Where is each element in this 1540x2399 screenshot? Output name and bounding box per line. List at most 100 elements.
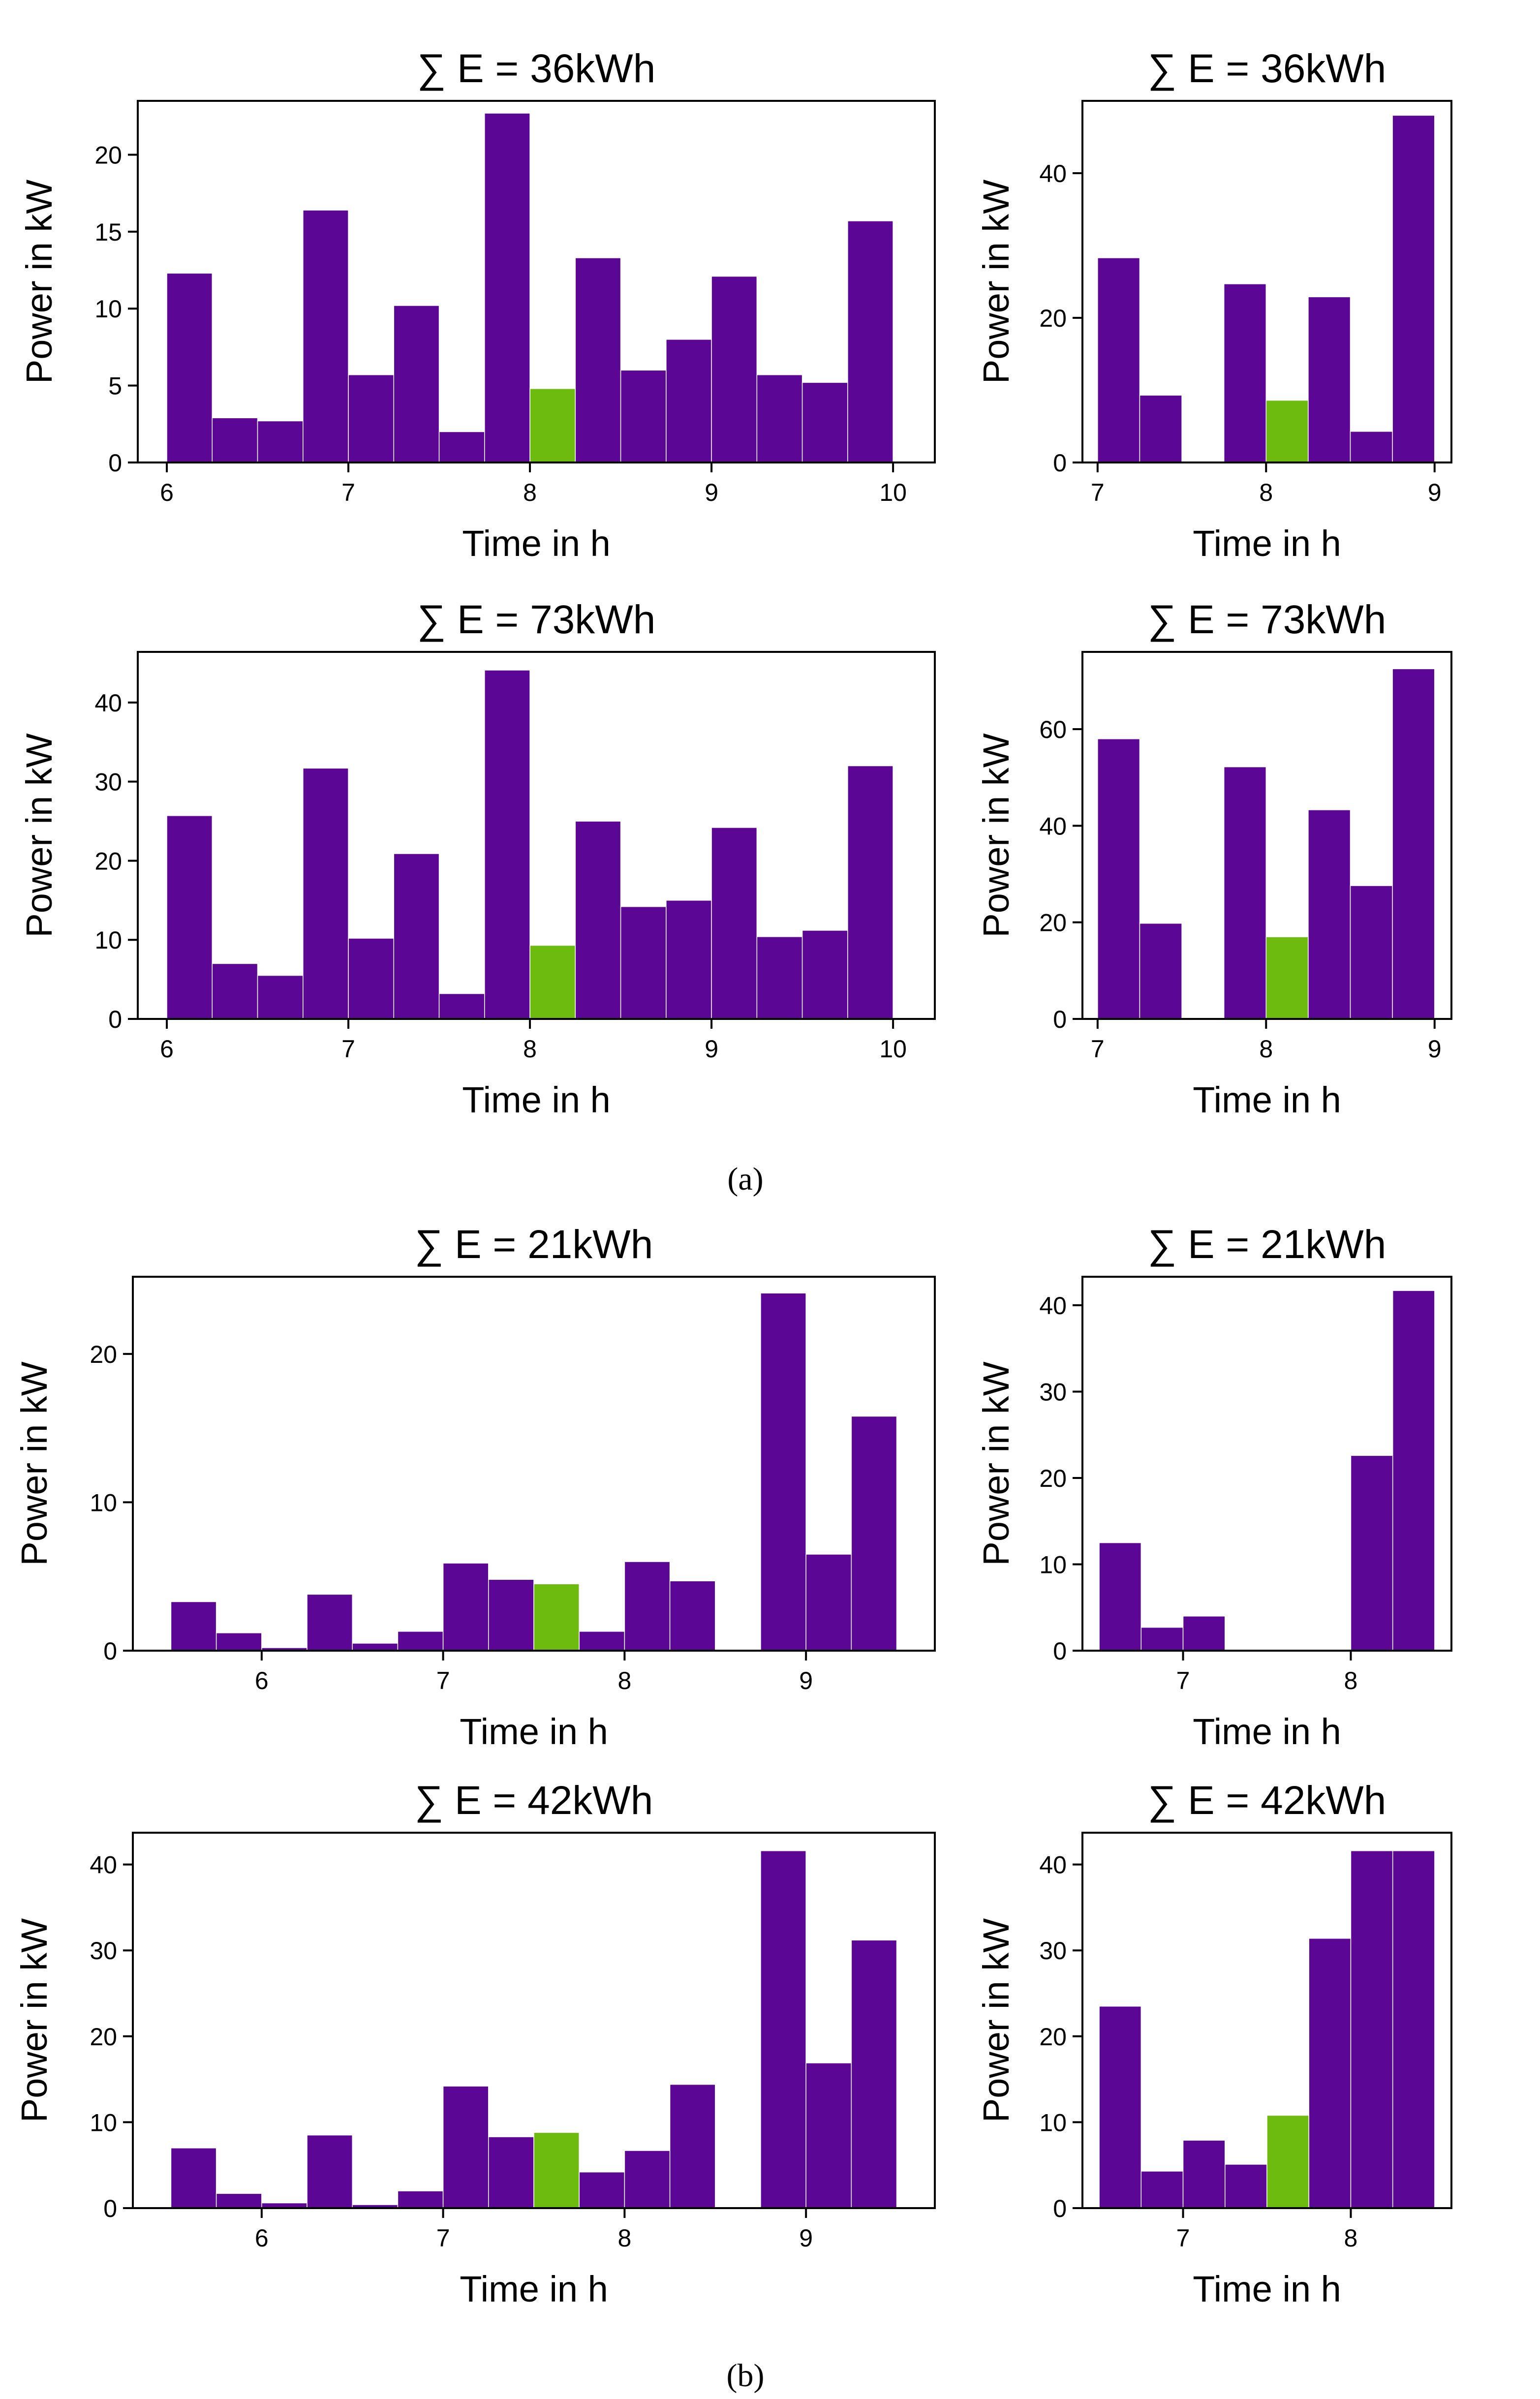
bar <box>851 1939 897 2209</box>
bar <box>352 1643 399 1651</box>
x-tick-label: 7 <box>341 1035 355 1063</box>
x-tick-label: 9 <box>1428 1035 1442 1063</box>
bar <box>533 2132 580 2209</box>
bar <box>212 963 258 1019</box>
bar <box>166 815 213 1019</box>
y-tick-label: 60 <box>1039 716 1067 743</box>
bar <box>438 431 485 463</box>
bar <box>847 765 893 1019</box>
x-tick-label: 7 <box>1091 479 1105 506</box>
x-tick-label: 9 <box>705 479 718 506</box>
plot-frame <box>137 100 936 463</box>
y-axis-label: Power in kW <box>14 1361 55 1566</box>
bar <box>1223 766 1267 1019</box>
bar <box>847 220 893 463</box>
y-tick-label: 20 <box>1039 909 1067 937</box>
y-tick-label: 40 <box>90 1851 117 1879</box>
x-tick-label: 7 <box>1091 1035 1105 1063</box>
bar <box>166 273 213 463</box>
bar <box>533 1583 580 1651</box>
bar <box>529 388 576 463</box>
y-tick-label: 40 <box>1039 1851 1067 1879</box>
bar <box>1139 923 1182 1019</box>
chart-title: ∑ E = 36kWh <box>417 46 656 91</box>
y-tick-label: 30 <box>1039 1378 1067 1406</box>
chart-a-bottom-right: 7 8 9 0 20 40 60 ∑ E = 73kWh Time in h Power in k… <box>976 597 1452 1120</box>
bar <box>1308 296 1351 463</box>
y-tick-label: 30 <box>94 769 122 796</box>
x-tick-label: 7 <box>436 2224 450 2252</box>
bar <box>756 374 803 463</box>
bar <box>1350 431 1393 463</box>
x-tick-label: 6 <box>160 479 174 506</box>
y-tick-label: 0 <box>1053 1006 1067 1033</box>
plot-frame <box>132 1276 936 1652</box>
bar <box>620 906 667 1019</box>
bar <box>488 1579 534 1651</box>
y-tick-label: 10 <box>94 295 122 323</box>
y-tick-label: 0 <box>103 1637 117 1665</box>
bar <box>669 1580 716 1651</box>
bar <box>666 900 712 1019</box>
bar <box>760 1850 806 2209</box>
y-axis-label: Power in kW <box>976 1361 1016 1566</box>
y-tick-label: 10 <box>1039 2109 1067 2136</box>
plot-frame <box>1081 1276 1452 1652</box>
x-tick-label: 7 <box>341 479 355 506</box>
bar <box>805 2062 852 2209</box>
bar <box>1266 2115 1309 2209</box>
x-tick-label: 6 <box>255 1667 269 1694</box>
chart-title: ∑ E = 73kWh <box>1148 597 1386 642</box>
x-tick-label: 8 <box>617 1667 631 1694</box>
x-tick-label: 8 <box>1344 1667 1358 1694</box>
y-tick-label: 5 <box>108 372 122 400</box>
x-tick-label: 8 <box>1259 1035 1273 1063</box>
x-tick-label: 9 <box>1428 479 1442 506</box>
y-tick-label: 20 <box>90 2023 117 2051</box>
bar <box>1392 115 1435 463</box>
bar <box>170 1601 217 1651</box>
bar <box>307 1594 353 1651</box>
y-tick-label: 10 <box>94 926 122 954</box>
y-tick-label: 30 <box>90 1937 117 1965</box>
y-tick-label: 10 <box>1039 1551 1067 1578</box>
bar <box>711 827 758 1019</box>
x-tick-label: 10 <box>879 1035 907 1063</box>
bar <box>1265 400 1309 463</box>
bar <box>666 339 712 463</box>
y-tick-label: 40 <box>1039 812 1067 840</box>
bar <box>624 1561 671 1651</box>
x-tick-label: 8 <box>1344 2224 1358 2252</box>
chart-title: ∑ E = 42kWh <box>415 1778 653 1823</box>
y-tick-label: 10 <box>90 2109 117 2136</box>
bar <box>1140 1627 1184 1651</box>
plot-frame <box>137 651 936 1020</box>
bar <box>257 975 304 1019</box>
bar <box>1099 2005 1142 2209</box>
bar <box>1308 1938 1352 2209</box>
chart-b-bottom-right: 7 8 0 10 20 30 40 ∑ E = 42kWh Time in h Power in … <box>976 1778 1452 2309</box>
chart-title: ∑ E = 21kWh <box>415 1222 653 1267</box>
chart-title: ∑ E = 73kWh <box>417 597 656 642</box>
bar <box>438 993 485 1019</box>
bar <box>1308 809 1351 1019</box>
bar <box>1097 257 1140 463</box>
bar <box>1350 1455 1393 1651</box>
bar <box>575 257 621 463</box>
bar <box>1099 1542 1142 1651</box>
y-axis-label: Power in kW <box>14 1918 55 2122</box>
x-axis-label: Time in h <box>1193 1711 1341 1752</box>
bar <box>303 768 349 1019</box>
y-axis-label: Power in kW <box>19 180 60 384</box>
bar <box>484 113 530 463</box>
bar <box>1097 738 1140 1019</box>
x-tick-label: 7 <box>436 1667 450 1694</box>
x-tick-label: 8 <box>523 479 537 506</box>
bar <box>1265 936 1309 1019</box>
bar <box>620 369 667 463</box>
bar <box>529 945 576 1019</box>
y-tick-label: 0 <box>1053 449 1067 477</box>
y-tick-label: 20 <box>94 141 122 169</box>
bar <box>1350 885 1393 1019</box>
chart-title: ∑ E = 42kWh <box>1148 1778 1386 1823</box>
